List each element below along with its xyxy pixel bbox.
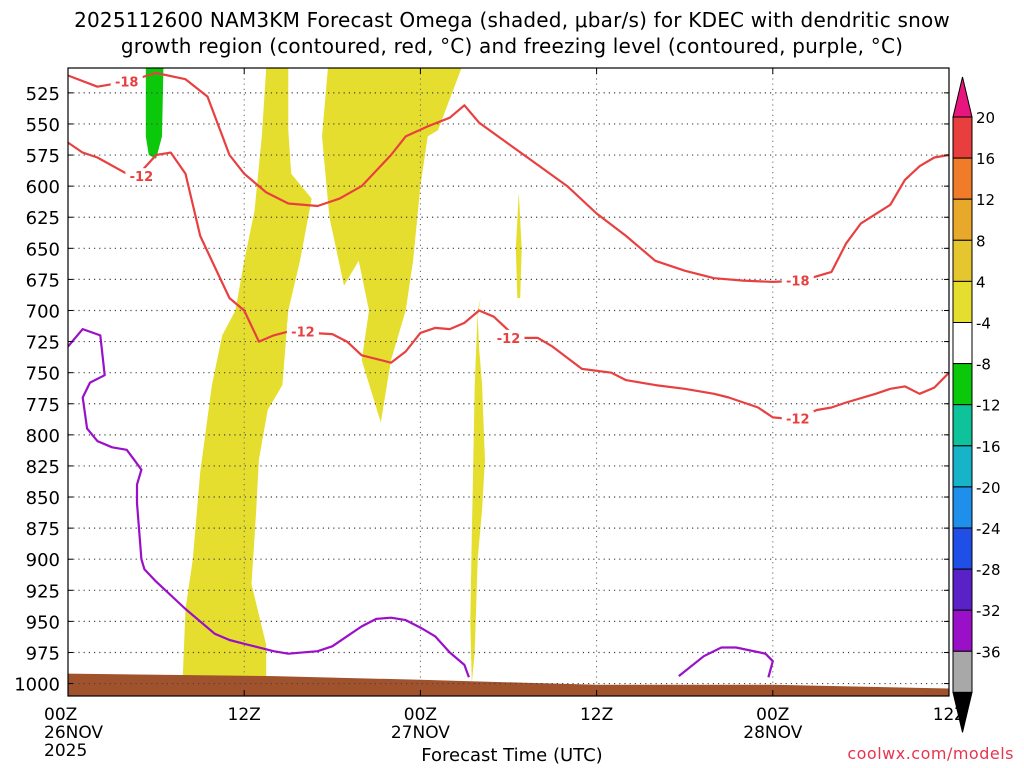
colorbar-label: -20	[976, 479, 1001, 497]
contour-label-bg	[781, 272, 814, 288]
credit-text: coolwx.com/models	[847, 744, 1014, 763]
y-tick-label: 925	[26, 581, 60, 602]
colorbar-label: -28	[976, 561, 1001, 579]
terrain	[68, 673, 949, 696]
x-axis-title: Forecast Time (UTC)	[421, 745, 603, 766]
omega-shading	[145, 68, 522, 684]
y-tick-label: 550	[26, 115, 60, 136]
x-tick-label: 2025	[44, 741, 87, 761]
y-axis-ticks: 525 550 575 600 625 650 675 700 725 750 775 800 825 8…	[14, 84, 949, 696]
omega-positive-4-8	[209, 385, 228, 510]
y-tick-label: 700	[26, 301, 60, 322]
colorbar-label: -16	[976, 438, 1001, 456]
contour-label: -18	[786, 275, 810, 290]
colorbar-label: -4	[976, 315, 991, 333]
x-tick-label: 00Z	[756, 705, 789, 725]
colorbar-label: -12	[976, 397, 1001, 415]
y-tick-label: 600	[26, 177, 60, 198]
contour-label-bg	[125, 168, 158, 184]
colorbar-over-arrow	[952, 76, 973, 118]
colorbar-segment	[952, 280, 973, 323]
colorbar-segment	[952, 568, 973, 611]
y-tick-label: 875	[26, 519, 60, 540]
omega-positive-4-8	[182, 68, 312, 684]
colorbar-segment	[952, 322, 973, 365]
plot-frame	[67, 67, 950, 697]
dgz-minus-12-line	[68, 141, 949, 420]
x-tick-label: 12Z	[228, 705, 261, 725]
colorbar-label: -32	[976, 602, 1001, 620]
contour-label-bg	[286, 323, 319, 339]
contour-label: -12	[786, 413, 810, 428]
contour-label: -18	[115, 76, 139, 91]
colorbar-label: 12	[976, 191, 995, 209]
y-tick-label: 850	[26, 488, 60, 509]
y-tick-label: 675	[26, 270, 60, 291]
colorbar-segment	[952, 404, 973, 447]
x-tick-label: 12Z	[580, 705, 613, 725]
y-tick-label: 950	[26, 612, 60, 633]
y-tick-label: 975	[26, 643, 60, 664]
contour-label: -12	[130, 170, 154, 185]
x-tick-label: 27NOV	[391, 723, 450, 743]
y-tick-label: 775	[26, 395, 60, 416]
contour-label: -12	[497, 332, 521, 347]
freezing-level-line	[678, 646, 774, 678]
colorbar-segment	[952, 650, 973, 693]
y-tick-label: 825	[26, 457, 60, 478]
omega-positive-4-8	[515, 192, 522, 299]
y-tick-label: 1000	[14, 675, 60, 696]
contour-label-bg	[781, 410, 814, 426]
colorbar: 20 16 12 8 4 -4 -8 -12 -16 -20 -24 -28 -32 -36	[952, 76, 1001, 733]
contour-label: -12	[291, 326, 315, 341]
colorbar-segment	[952, 609, 973, 652]
y-tick-label: 900	[26, 550, 60, 571]
x-tick-label: 26NOV	[44, 723, 103, 743]
colorbar-label: 8	[976, 232, 986, 250]
x-tick-label: 28NOV	[743, 723, 802, 743]
colorbar-segment	[952, 363, 973, 406]
colorbar-segment	[952, 445, 973, 488]
omega-positive-4-8	[470, 298, 485, 684]
chart-title-line2: growth region (contoured, red, °C) and f…	[120, 34, 904, 58]
colorbar-segment	[952, 116, 973, 159]
grid-lines	[68, 68, 949, 696]
x-tick-label: 00Z	[404, 705, 437, 725]
y-tick-label: 725	[26, 333, 60, 354]
plot-border	[67, 67, 950, 697]
colorbar-label: -24	[976, 520, 1001, 538]
contour-label-bg	[492, 329, 525, 345]
colorbar-label: -8	[976, 356, 991, 374]
y-tick-label: 525	[26, 84, 60, 105]
colorbar-segment	[952, 527, 973, 570]
colorbar-segment	[952, 486, 973, 529]
colorbar-label: 20	[976, 109, 995, 127]
terrain-layer	[68, 673, 949, 696]
y-tick-label: 650	[26, 239, 60, 260]
contour-layer: -18 -18 -12 -12 -12 -12	[68, 71, 949, 678]
colorbar-segment	[952, 198, 973, 241]
freezing-level-line	[68, 328, 470, 678]
dgz-minus-18-line	[68, 71, 949, 283]
omega-positive-4-8	[322, 68, 462, 423]
omega-negative-4-8	[145, 68, 164, 159]
colorbar-segment	[952, 239, 973, 282]
y-tick-label: 575	[26, 146, 60, 167]
y-tick-label: 750	[26, 364, 60, 385]
contour-label-bg	[110, 73, 143, 89]
colorbar-under-arrow	[952, 691, 973, 733]
colorbar-segment	[952, 157, 973, 200]
chart-title-line1: 2025112600 NAM3KM Forecast Omega (shaded…	[74, 8, 950, 32]
colorbar-label: -36	[976, 643, 1001, 661]
colorbar-label: 4	[976, 273, 986, 291]
x-tick-label: 00Z	[44, 705, 77, 725]
y-tick-label: 625	[26, 208, 60, 229]
y-tick-label: 800	[26, 426, 60, 447]
colorbar-label: 16	[976, 150, 995, 168]
